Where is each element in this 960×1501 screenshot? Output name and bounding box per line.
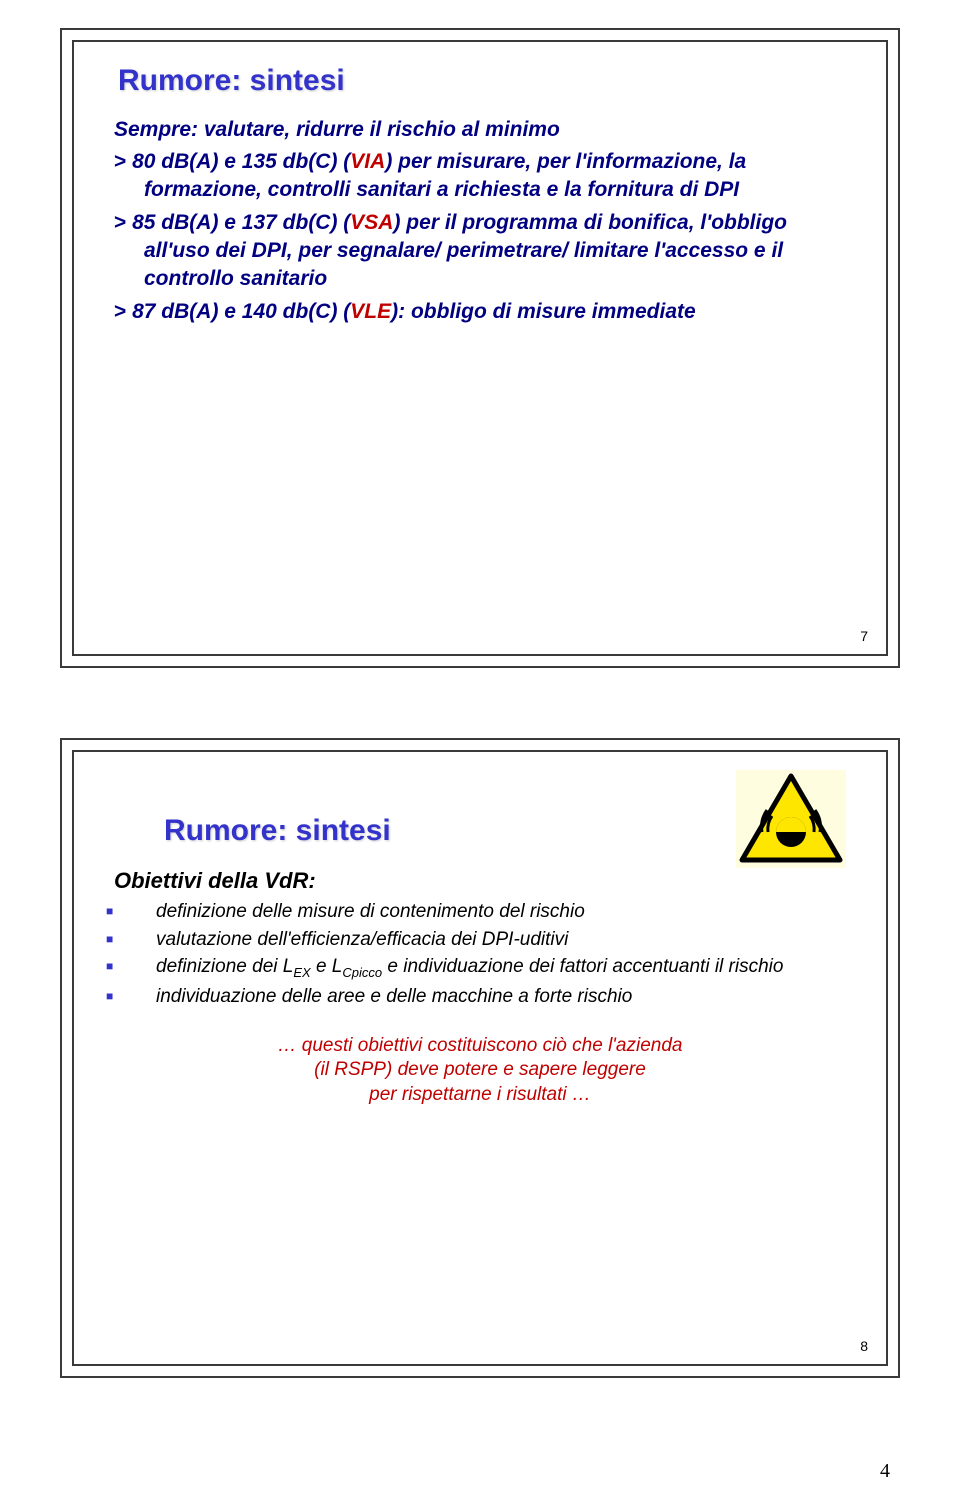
bullet-gt: >: [114, 300, 126, 323]
slide-2-bullet-2: valutazione dell'efficienza/efficacia de…: [114, 928, 846, 953]
slide-1-number: 7: [860, 628, 868, 644]
slide-1-outer: Rumore: sintesi Sempre: valutare, ridurr…: [60, 28, 900, 668]
bullet-gt: >: [114, 150, 126, 173]
slide-2-subtitle: Obiettivi della VdR:: [114, 868, 846, 894]
bullet-text: 87 dB(A) e 140 db(C) (VLE): obbligo di m…: [126, 300, 695, 323]
footer-line-1: … questi obiettivi costituiscono ciò che…: [278, 1035, 683, 1056]
page-number: 4: [880, 1460, 890, 1483]
bullet-gt: >: [114, 211, 126, 234]
slide-1-subtitle: Sempre: valutare, ridurre il rischio al …: [114, 118, 846, 142]
slide-2-inner: Rumore: sintesi Obiettivi della VdR: def…: [72, 750, 888, 1366]
footer-line-2: (il RSPP) deve potere e sapere leggere: [314, 1059, 646, 1080]
slide-2-outer: Rumore: sintesi Obiettivi della VdR: def…: [60, 738, 900, 1378]
slide-2-bullet-4: individuazione delle aree e delle macchi…: [114, 985, 846, 1010]
bullet-text: 80 dB(A) e 135 db(C) (VIA) per misurare,…: [126, 150, 746, 201]
slide-1-inner: Rumore: sintesi Sempre: valutare, ridurr…: [72, 40, 888, 656]
footer-line-3: per rispettarne i risultati …: [369, 1084, 591, 1105]
slide-1-item-3: > 87 dB(A) e 140 db(C) (VLE): obbligo di…: [114, 298, 846, 326]
page: Rumore: sintesi Sempre: valutare, ridurr…: [0, 0, 960, 1501]
bullet-text: 85 dB(A) e 137 db(C) (VSA) per il progra…: [126, 211, 787, 291]
slide-1-title: Rumore: sintesi: [118, 64, 846, 98]
slide-2-footer: … questi obiettivi costituiscono ciò che…: [114, 1034, 846, 1108]
slide-2-bullet-3: definizione dei LEX e LCpicco e individu…: [114, 955, 846, 982]
slide-2-number: 8: [860, 1338, 868, 1354]
noise-warning-icon: [736, 770, 846, 868]
slide-1-item-1: > 80 dB(A) e 135 db(C) (VIA) per misurar…: [114, 148, 846, 205]
slide-2-bullet-1: definizione delle misure di contenimento…: [114, 900, 846, 925]
slide-gap: [60, 668, 900, 738]
slide-1-item-2: > 85 dB(A) e 137 db(C) (VSA) per il prog…: [114, 209, 846, 294]
